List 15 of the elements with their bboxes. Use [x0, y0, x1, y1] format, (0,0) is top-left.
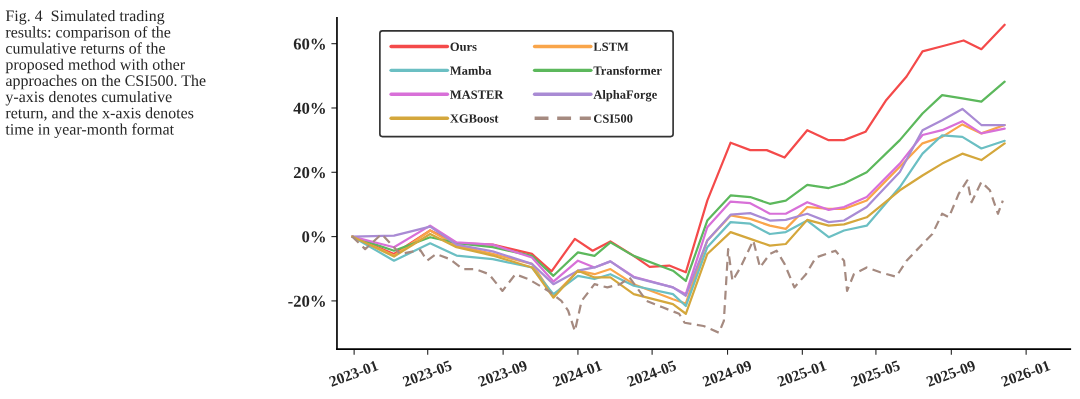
y-tick-label: 20%: [293, 166, 325, 179]
line-series: [351, 179, 1004, 334]
legend-label: Ours: [450, 42, 477, 51]
y-tick-label: 0%: [302, 231, 325, 243]
legend-label: LSTM: [593, 42, 629, 51]
legend-label: Transformer: [593, 65, 662, 75]
y-tick-label: 40%: [293, 102, 325, 114]
legend-label: CSI500: [593, 114, 633, 123]
legend-label: Mamba: [450, 66, 492, 75]
legend-label: XGBoost: [450, 114, 499, 123]
y-tick-label: -20%: [288, 295, 325, 307]
legend-label: AlphaForge: [593, 89, 657, 102]
y-tick-label: 60%: [293, 38, 325, 50]
legend-label: MASTER: [450, 90, 504, 99]
text: Fig. 4 Simulated trading results: comparison of the cumulative returns of the proposed method with other approaches on the CSI500. The y-axis denotes cumulative return, and the x-axis denotes time in year-month format: [5, 9, 206, 138]
